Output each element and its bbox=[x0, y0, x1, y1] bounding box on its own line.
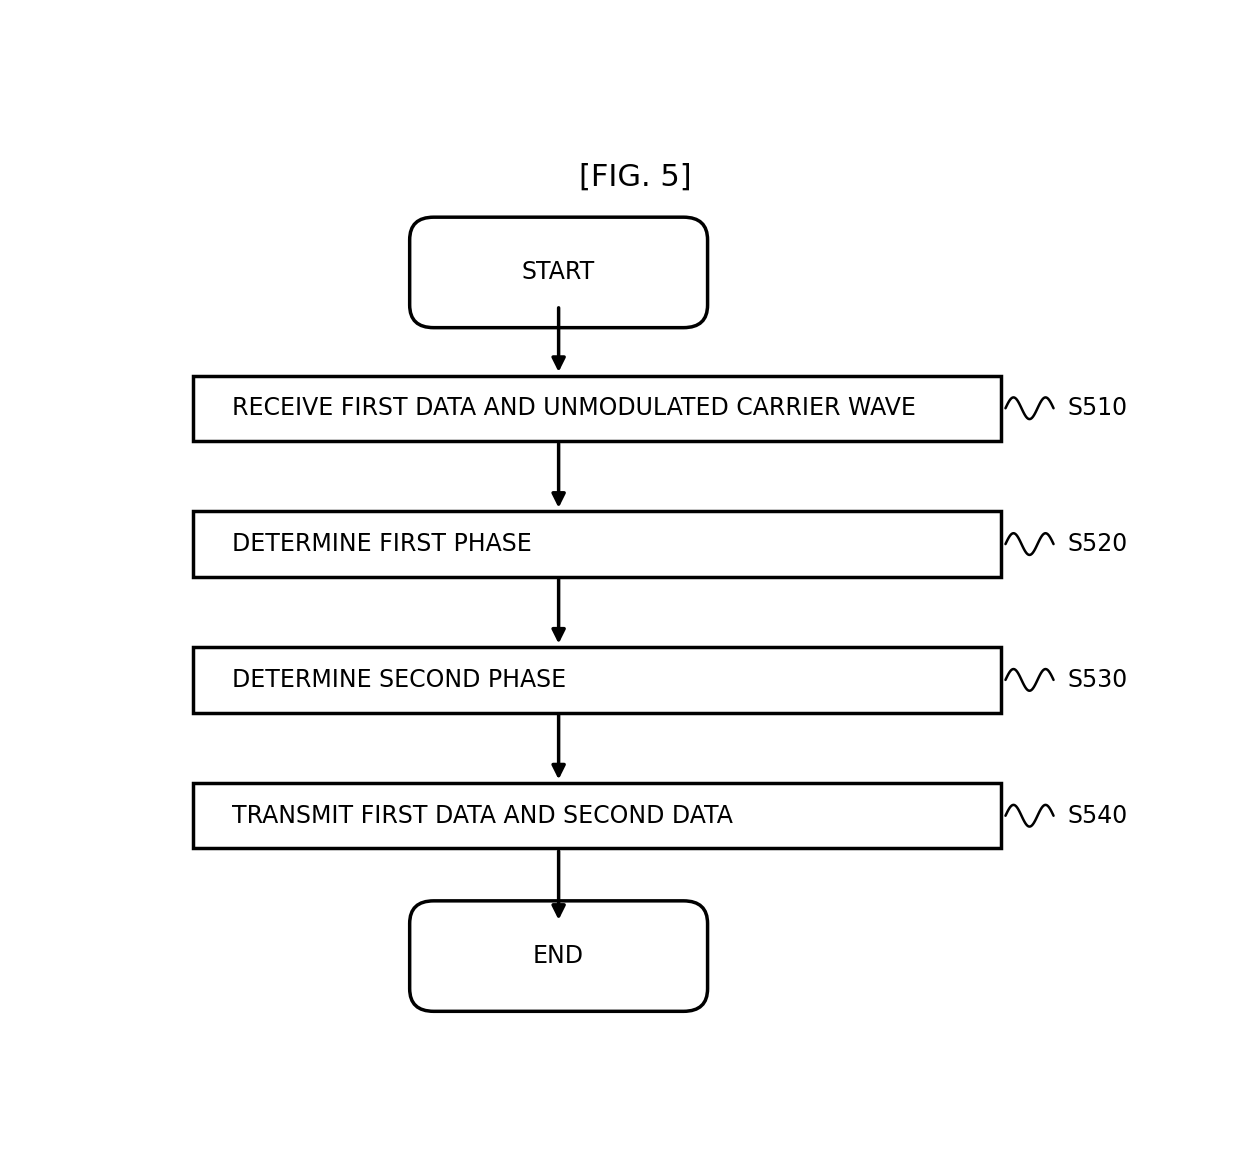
Text: START: START bbox=[522, 260, 595, 285]
Bar bbox=[193, 375, 1001, 441]
Text: END: END bbox=[533, 944, 584, 968]
FancyBboxPatch shape bbox=[409, 218, 708, 328]
FancyBboxPatch shape bbox=[409, 901, 708, 1011]
Text: [FIG. 5]: [FIG. 5] bbox=[579, 162, 692, 192]
Bar bbox=[193, 783, 1001, 848]
Text: S540: S540 bbox=[1068, 803, 1128, 828]
Text: S510: S510 bbox=[1068, 396, 1128, 420]
Text: TRANSMIT FIRST DATA AND SECOND DATA: TRANSMIT FIRST DATA AND SECOND DATA bbox=[232, 803, 733, 828]
Text: S520: S520 bbox=[1068, 532, 1128, 556]
Text: RECEIVE FIRST DATA AND UNMODULATED CARRIER WAVE: RECEIVE FIRST DATA AND UNMODULATED CARRI… bbox=[232, 396, 916, 420]
Bar bbox=[193, 512, 1001, 576]
Bar bbox=[193, 647, 1001, 713]
Text: S530: S530 bbox=[1068, 668, 1128, 691]
Text: DETERMINE SECOND PHASE: DETERMINE SECOND PHASE bbox=[232, 668, 565, 691]
Text: DETERMINE FIRST PHASE: DETERMINE FIRST PHASE bbox=[232, 532, 532, 556]
